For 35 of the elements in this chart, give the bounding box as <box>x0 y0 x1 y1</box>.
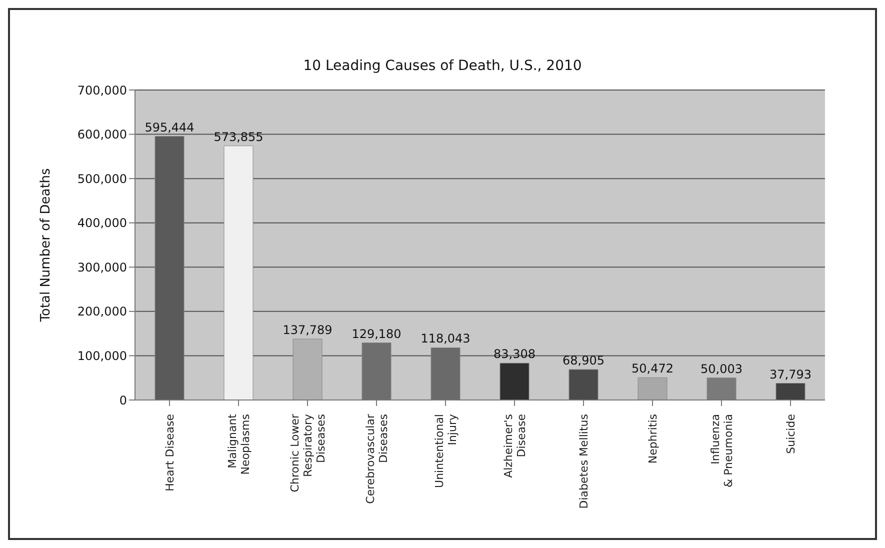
y-tick-label: 200,000 <box>77 304 127 319</box>
x-tick-label: Suicide <box>784 414 798 454</box>
x-tick-label: Chronic Lower Respiratory Diseases <box>288 414 328 492</box>
data-label: 118,043 <box>420 332 470 346</box>
bar <box>500 362 530 400</box>
x-tick-label: Nephritis <box>646 414 660 464</box>
bar <box>638 377 668 400</box>
y-tick-label: 0 <box>119 393 127 408</box>
y-tick-label: 700,000 <box>77 83 127 98</box>
x-tick-label: Malignant Neoplasms <box>226 413 252 475</box>
y-tick-label: 100,000 <box>77 348 127 363</box>
x-tick-label: Alzheimer's Disease <box>502 414 528 478</box>
data-label: 37,793 <box>770 367 812 382</box>
data-label: 129,180 <box>352 326 402 341</box>
x-tick-label: Diabetes Mellitus <box>578 414 590 509</box>
data-label: 68,905 <box>562 353 605 368</box>
x-tick-label: Cerebrovascular Diseases <box>364 414 390 504</box>
data-label: 50,472 <box>632 362 674 376</box>
bar <box>568 369 598 400</box>
x-tick-label: Unintentional Injury <box>433 414 459 488</box>
data-label: 50,003 <box>700 362 743 376</box>
y-tick-label: 400,000 <box>77 216 127 230</box>
bar <box>292 338 322 400</box>
x-tick-label: Influenza & Pneumonia <box>709 414 735 488</box>
y-tick-label: 500,000 <box>77 172 127 186</box>
x-tick-label: Heart Disease <box>164 414 176 492</box>
y-tick-label: 600,000 <box>77 128 127 142</box>
data-label: 595,444 <box>144 120 194 134</box>
data-label: 137,789 <box>282 322 332 337</box>
y-axis-title: Total Number of Deaths <box>38 168 54 323</box>
chart-title: 10 Leading Causes of Death, U.S., 2010 <box>302 58 583 74</box>
bar <box>776 383 806 400</box>
bar <box>224 146 254 400</box>
bar <box>430 347 460 400</box>
y-tick-label: 300,000 <box>77 260 127 274</box>
